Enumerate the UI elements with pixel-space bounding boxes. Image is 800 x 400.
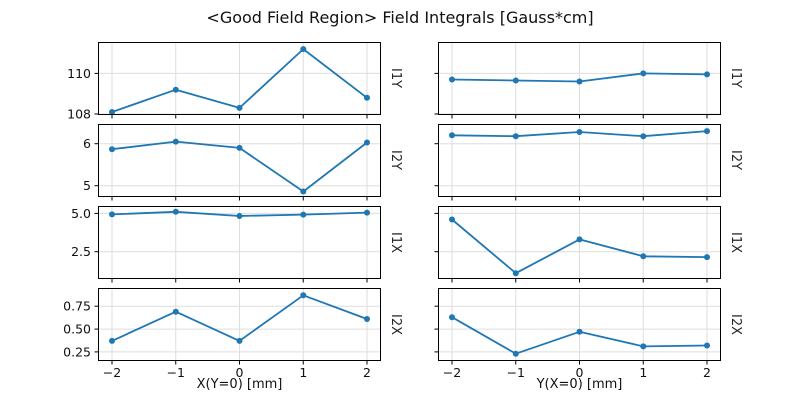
- axis-label-i2y-right: I2Y: [728, 150, 743, 171]
- x-axis-label-left: X(Y=0) [mm]: [196, 377, 283, 392]
- plot-area: −2 −1 0 1 2: [434, 288, 721, 380]
- plot-area: 5.0 2.5: [71, 206, 381, 283]
- subplot-i1y-y: I1Y: [434, 42, 743, 119]
- axis-label-i1y-right: I1Y: [728, 68, 743, 89]
- svg-text:2: 2: [363, 365, 371, 380]
- svg-text:0: 0: [236, 365, 244, 380]
- svg-text:−1: −1: [507, 365, 525, 380]
- subplot-i1x-y: I1X: [434, 206, 743, 283]
- svg-text:−2: −2: [443, 365, 461, 380]
- svg-text:−2: −2: [103, 365, 121, 380]
- x-axis-label-right: Y(X=0) [mm]: [536, 377, 623, 392]
- svg-text:0.50: 0.50: [63, 322, 91, 337]
- svg-text:2: 2: [703, 365, 711, 380]
- svg-text:5: 5: [83, 178, 91, 193]
- svg-text:2.5: 2.5: [71, 244, 91, 259]
- axis-label-i2x-right: I2X: [728, 313, 743, 335]
- svg-text:0: 0: [576, 365, 584, 380]
- subplot-i2y-y: I2Y: [434, 124, 743, 201]
- svg-text:0.75: 0.75: [63, 299, 91, 314]
- svg-text:1: 1: [639, 365, 647, 380]
- svg-text:5.0: 5.0: [71, 206, 91, 221]
- axis-label-i1y-left: I1Y: [388, 68, 403, 89]
- svg-text:6: 6: [83, 136, 91, 151]
- subplot-i1y-x: 110 108 I1Y: [67, 42, 403, 122]
- plot-area: [434, 124, 721, 201]
- svg-text:1: 1: [299, 365, 307, 380]
- svg-text:108: 108: [67, 107, 91, 122]
- plot-area: 0.75 0.50 0.25 −2 −1 0 1 2: [63, 288, 381, 380]
- plot-area: 110 108: [67, 42, 381, 122]
- axis-label-i2x-left: I2X: [388, 313, 403, 335]
- subplot-i1x-x: 5.0 2.5 I1X: [71, 206, 403, 283]
- svg-text:110: 110: [67, 66, 91, 81]
- plot-area: 65: [83, 124, 381, 201]
- axis-label-i1x-left: I1X: [388, 231, 403, 253]
- subplot-i2x-y: −2 −1 0 1 2 I2X: [434, 288, 743, 380]
- svg-text:−1: −1: [167, 365, 185, 380]
- axis-label-i2y-left: I2Y: [388, 150, 403, 171]
- plot-area: [434, 42, 721, 119]
- plot-area: [434, 206, 721, 283]
- axis-label-i1x-right: I1X: [728, 231, 743, 253]
- chart-title: <Good Field Region> Field Integrals [Gau…: [206, 8, 594, 27]
- svg-text:0.25: 0.25: [63, 344, 91, 359]
- subplot-i2x-x: 0.75 0.50 0.25 −2 −1 0 1 2 I2X: [63, 288, 403, 380]
